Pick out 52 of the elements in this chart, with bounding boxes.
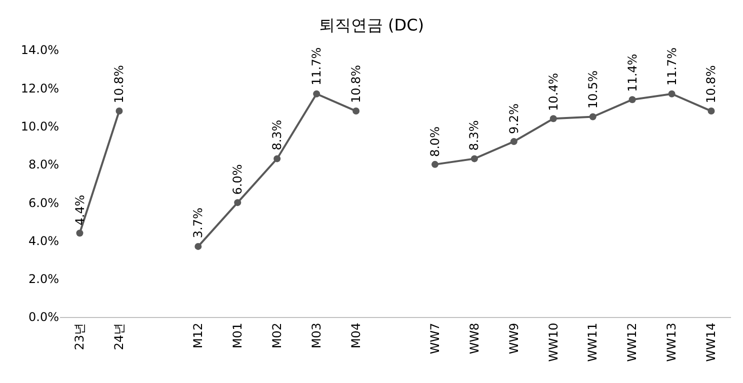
x-tick-label: WW14 (704, 322, 718, 362)
x-tick-label: M02 (270, 322, 284, 348)
point (470, 155, 478, 162)
data-label: 4.4% (73, 194, 88, 226)
point (352, 108, 360, 115)
y-tick-label: 6.0% (28, 196, 59, 210)
x-tick-label: M03 (309, 322, 324, 348)
y-tick-label: 0.0% (28, 310, 59, 324)
x-tick-label: M12 (191, 322, 206, 348)
point (194, 242, 202, 250)
point (313, 90, 320, 98)
x-tick-label: WW13 (664, 322, 679, 362)
data-label: 11.7% (310, 47, 324, 86)
point (589, 113, 596, 120)
data-label: 6.0% (230, 164, 245, 195)
x-tick-label: WW12 (625, 322, 640, 362)
y-tick-label: 2.0% (28, 272, 59, 286)
data-label: 10.5% (586, 70, 600, 109)
x-tick-label: WW7 (428, 322, 442, 354)
y-tick-label: 14.0% (20, 43, 59, 58)
data-label: 8.3% (467, 120, 482, 151)
data-label: 9.2% (506, 103, 521, 134)
point (628, 96, 636, 104)
x-tick-label: WW11 (586, 322, 600, 362)
data-label: 3.7% (191, 208, 206, 238)
x-tick-label: WW9 (506, 322, 521, 354)
point (668, 90, 676, 98)
chart-title: 퇴직연금 (DC) (318, 15, 424, 34)
x-tick-label: 23년 (72, 322, 87, 350)
point (708, 108, 715, 115)
point (550, 115, 557, 122)
x-tick-label: 24년 (112, 322, 126, 350)
x-tick-label: M04 (348, 322, 363, 348)
point (274, 155, 281, 162)
y-tick-label: 12.0% (20, 81, 59, 96)
point (510, 138, 518, 146)
point (431, 160, 438, 168)
y-tick-label: 4.0% (28, 234, 59, 248)
data-label: 8.0% (428, 126, 442, 157)
data-label: 10.8% (112, 65, 126, 104)
y-tick-label: 10.0% (20, 119, 59, 134)
data-label: 11.4% (626, 54, 640, 92)
x-tick-label: M01 (230, 322, 245, 348)
data-label: 10.8% (349, 64, 363, 104)
y-tick-label: 8.0% (28, 158, 59, 172)
data-label: 11.7% (664, 48, 679, 86)
x-tick-label: WW8 (467, 322, 482, 354)
x-tick-label: WW10 (546, 322, 560, 362)
data-label: 8.3% (270, 120, 284, 150)
data-label: 10.8% (704, 65, 718, 104)
data-label: 10.4% (546, 72, 561, 112)
point (234, 199, 242, 206)
